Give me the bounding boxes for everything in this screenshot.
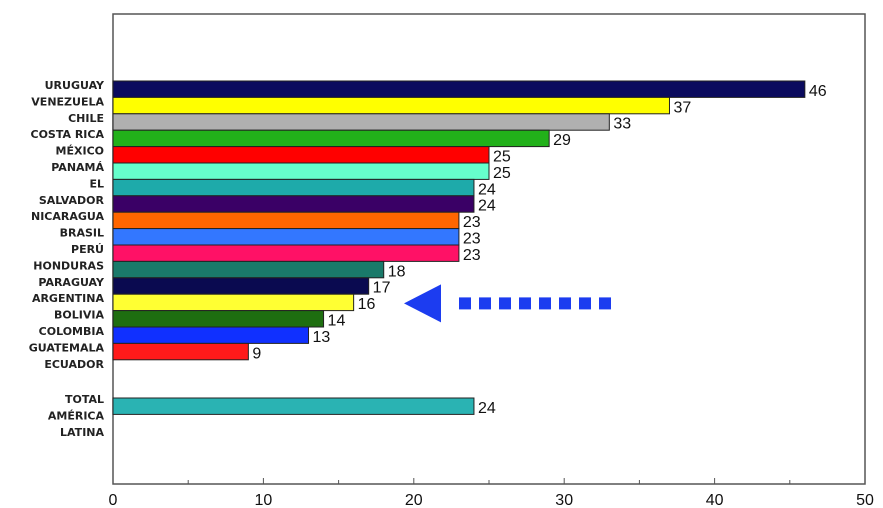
category-label-5: PANAMÁ [51,161,104,174]
value-label-12: 17 [373,280,391,297]
x-tick-label-2: 20 [405,492,423,508]
category-label-8: NICARAGUA [31,210,104,223]
x-tick-label-0: 0 [109,492,118,508]
value-label-0: 46 [809,83,827,100]
arrow-dash [499,297,511,310]
category-label-19: AMÉRICA [48,409,105,422]
bars [112,80,806,415]
arrow-dash [599,297,611,310]
bar-16 [112,342,249,361]
category-label-15: COLOMBIA [39,325,105,338]
category-labels: URUGUAY VENEZUELA CHILE COSTA RICA MÉXICO PAN… [29,79,105,439]
value-label-7: 24 [478,198,496,215]
arrow-dash [519,297,531,310]
category-label-13: ARGENTINA [32,292,105,305]
category-label-2: CHILE [68,112,104,125]
value-label-17: 24 [478,400,496,417]
x-tick-label-3: 30 [555,492,573,508]
arrow-dash [559,297,571,310]
bar-5 [112,162,490,180]
value-label-13: 16 [358,296,376,313]
category-label-12: PARAGUAY [38,276,105,289]
category-label-3: COSTA RICA [31,128,105,141]
bar-0 [112,80,806,98]
value-label-6: 24 [478,181,496,198]
arrow-dash [579,297,591,310]
bar-13 [112,293,355,312]
value-label-15: 13 [313,329,331,346]
category-label-4: MÉXICO [56,145,104,158]
bar-4 [112,146,490,164]
category-label-17: ECUADOR [44,358,104,371]
bar-15 [112,326,310,344]
category-label-0: URUGUAY [45,79,105,92]
x-axis: 0 10 20 30 40 50 [109,478,874,508]
highlight-arrow [404,284,611,323]
arrow-dash [539,297,551,310]
category-label-6: EL [89,177,104,190]
category-label-20: LATINA [60,426,104,439]
bar-9 [112,228,460,246]
value-label-5: 25 [493,165,511,182]
value-label-9: 23 [463,231,481,248]
bar-12 [112,277,370,295]
value-label-10: 23 [463,247,481,264]
bar-14 [112,310,325,328]
value-label-3: 29 [553,132,571,149]
value-label-2: 33 [613,116,631,133]
x-tick-label-5: 50 [856,492,874,508]
value-label-1: 37 [673,99,691,116]
category-label-7: SALVADOR [39,194,105,207]
bar-1 [112,96,670,115]
category-label-16: GUATEMALA [29,341,105,354]
category-label-14: BOLIVIA [54,309,104,322]
category-label-9: BRASIL [60,227,104,240]
x-tick-label-4: 40 [706,492,724,508]
bar-8 [112,211,460,230]
category-label-11: HONDURAS [33,259,104,272]
bar-2 [112,113,610,131]
value-label-4: 25 [493,149,511,166]
x-tick-label-1: 10 [255,492,273,508]
bar-10 [112,244,460,262]
category-label-10: PERÚ [71,243,104,256]
bar-11 [112,260,385,279]
arrow-head [404,284,441,323]
value-label-8: 23 [463,214,481,231]
value-label-11: 18 [388,263,406,280]
bar-17 [112,397,475,415]
bar-3 [112,129,550,148]
value-label-14: 14 [328,313,346,330]
bar-6 [112,178,475,197]
bar-7 [112,195,475,213]
category-label-18: TOTAL [65,393,104,406]
arrow-dash [459,297,471,310]
arrow-dash [479,297,491,310]
category-label-1: VENEZUELA [31,95,104,108]
value-label-16: 9 [252,345,261,362]
